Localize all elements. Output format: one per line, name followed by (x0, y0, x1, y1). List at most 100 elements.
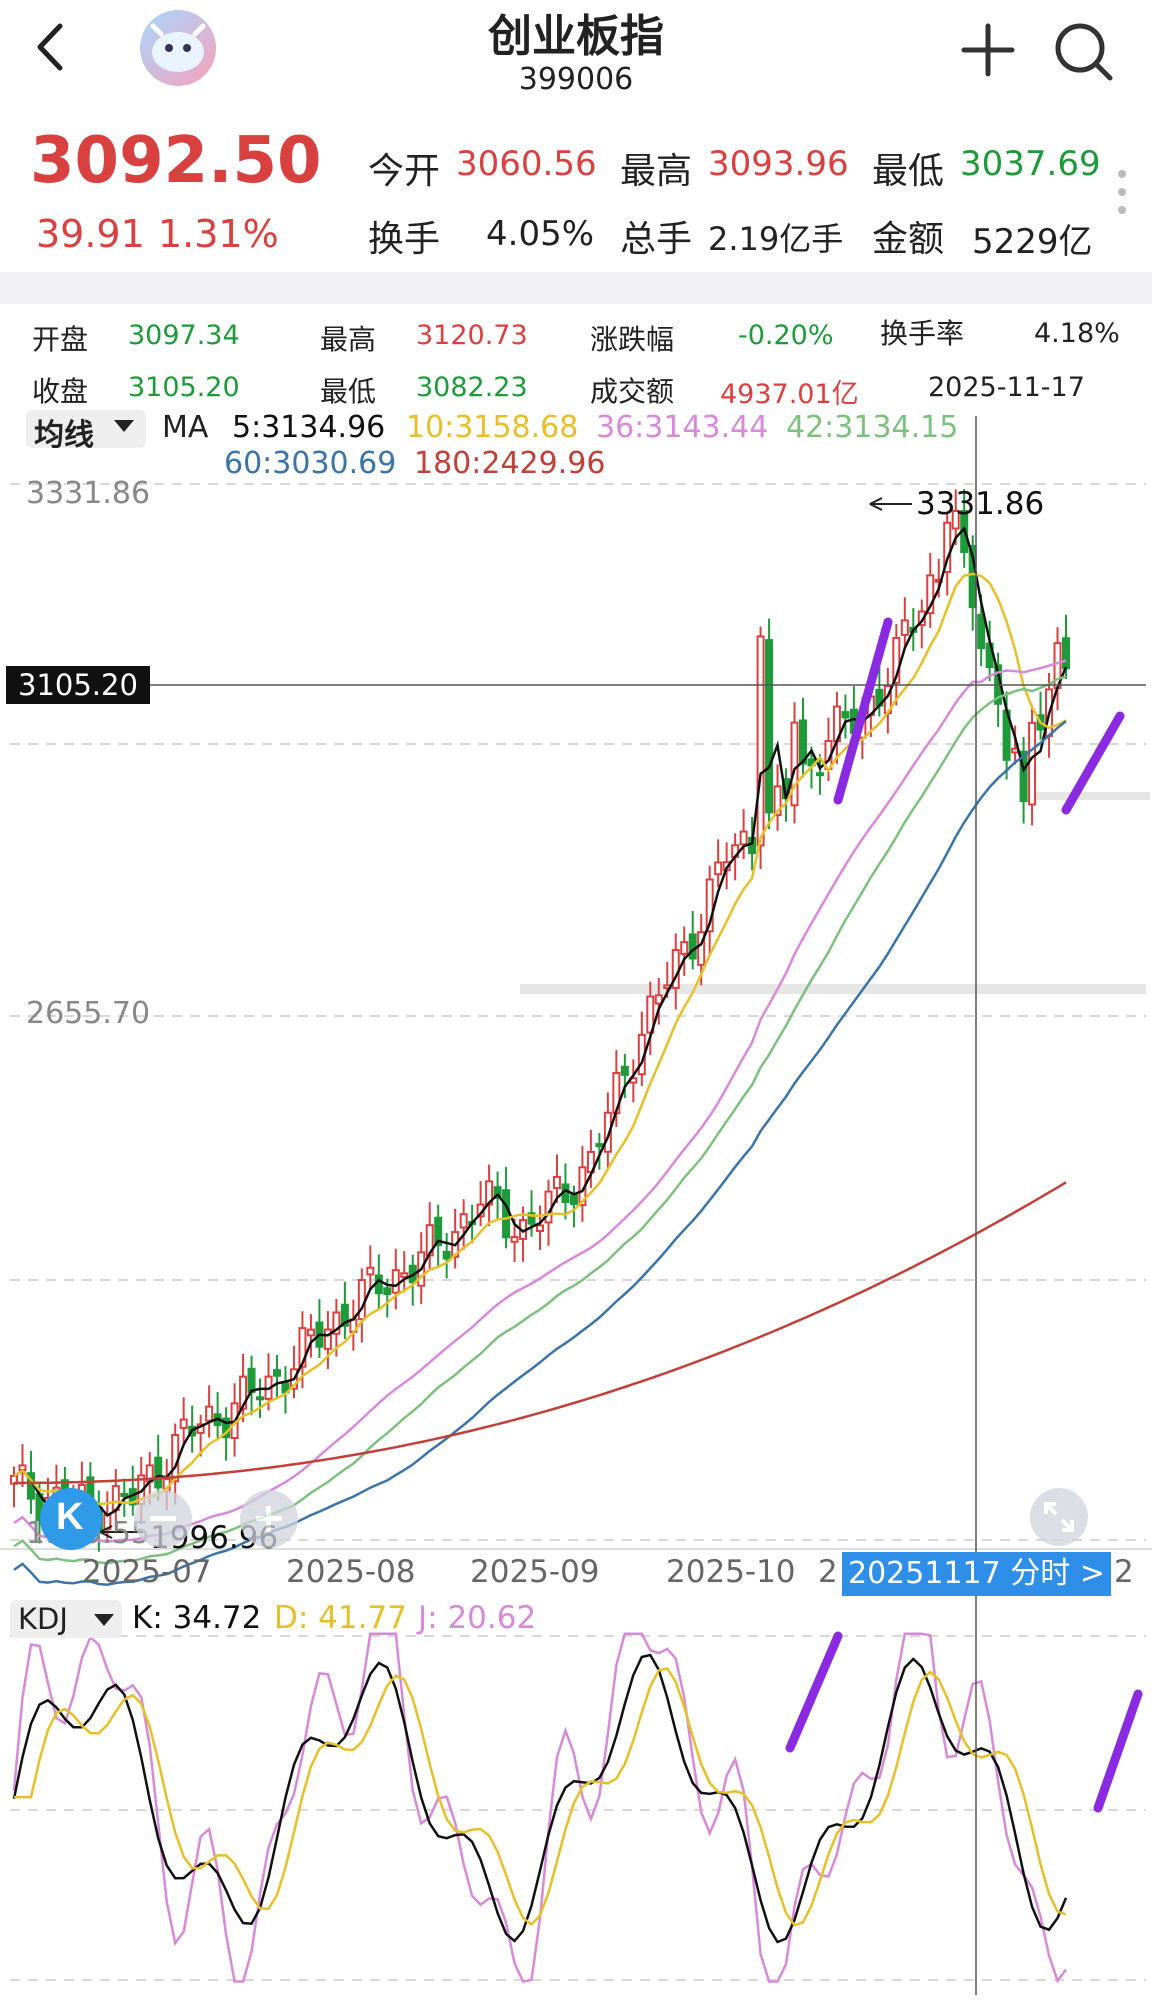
ma36-value: 36:3143.44 (596, 410, 769, 445)
ma10-line (13, 572, 1067, 1506)
ma42-line (13, 675, 1067, 1565)
kdj-d-value: D: 41.77 (274, 1600, 407, 1636)
ohlc-open-label: 开盘 (32, 323, 89, 356)
candle-body (120, 1492, 129, 1497)
k-line-icon[interactable]: K (40, 1488, 102, 1550)
candle-body (756, 635, 765, 847)
candle-body (1019, 750, 1028, 802)
current-price: 3092.50 (30, 124, 322, 198)
ohlc-turn-value: 4.18% (1034, 318, 1120, 349)
candle-body (1028, 721, 1037, 806)
candle-body (391, 1269, 400, 1294)
candle-body (179, 1418, 188, 1429)
minus-icon[interactable] (134, 1490, 192, 1548)
ohlc-amount-value: 4937.01亿 (720, 379, 859, 410)
ohlc-chg-label: 涨跌幅 (590, 323, 675, 356)
candle-body (900, 619, 909, 636)
high-value: 3093.96 (708, 144, 849, 184)
ohlc-turn-label: 换手率 (880, 317, 965, 350)
price-axis-mid: 2655.70 (26, 996, 151, 1031)
annotation-stroke (833, 617, 893, 805)
kdj-j-value: J: 20.62 (418, 1600, 537, 1636)
candle-body (620, 1065, 629, 1076)
candle-body (298, 1327, 307, 1368)
kdj-k-value: K: 34.72 (132, 1600, 262, 1636)
grey-band (1030, 792, 1150, 800)
candle-body (773, 785, 782, 817)
ma10-value: 10:3158.68 (406, 410, 579, 445)
kdj-selector-label: KDJ (18, 1602, 68, 1636)
kdj-chevron-down-icon (94, 1614, 114, 1626)
candle-body (943, 521, 952, 573)
chart-separator (0, 1548, 1152, 1550)
vertical-dots-icon[interactable] (1112, 166, 1132, 222)
candle-body (544, 1190, 553, 1224)
zoom-in-plus-icon[interactable] (240, 1490, 298, 1548)
candle-body (340, 1303, 349, 1327)
candle-body (366, 1266, 375, 1276)
candle-body (697, 931, 706, 966)
candle-body (239, 1375, 248, 1410)
candle-body (273, 1369, 281, 1377)
price-axis-top: 3331.86 (26, 476, 151, 511)
candle-body (493, 1186, 502, 1200)
time-label-cut: 2 (818, 1554, 838, 1590)
candle-body (951, 509, 960, 530)
chevron-down-icon (114, 420, 134, 432)
candle-body (247, 1367, 256, 1394)
plus-icon[interactable] (960, 22, 1016, 78)
candle-body (799, 719, 807, 765)
open-value: 3060.56 (456, 144, 597, 184)
open-label: 今开 (368, 151, 441, 192)
kdj-k-line (12, 1653, 1068, 1944)
candle-body (705, 878, 714, 933)
candle-body (595, 1143, 604, 1148)
candle-body (256, 1396, 265, 1401)
top-header: 创业板指 399006 (0, 0, 1152, 110)
low-value: 3037.69 (960, 144, 1101, 184)
max-marker-arrow (869, 497, 912, 511)
ma5-line (13, 526, 1068, 1518)
ma36-line (13, 659, 1067, 1544)
ohlc-low-label: 最低 (320, 375, 377, 408)
candle-body (552, 1175, 561, 1190)
price-change: 39.91 (36, 212, 145, 256)
candle-body (442, 1250, 451, 1260)
low-label: 最低 (872, 151, 945, 192)
amount-value: 5229亿 (972, 222, 1093, 262)
kdj-j-line (12, 1632, 1067, 1984)
candle-body (154, 1456, 163, 1489)
time-label-edge: 2 (1114, 1554, 1134, 1590)
candle-body (1062, 637, 1070, 670)
candle-body (765, 639, 774, 814)
ohlc-date: 2025-11-17 (928, 372, 1085, 403)
candle-body (739, 830, 748, 846)
candle-body (510, 1236, 519, 1243)
ohlc-open-value: 3097.34 (128, 320, 240, 351)
turnover-label: 换手 (368, 219, 441, 260)
turnover-value: 4.05% (486, 214, 595, 254)
chevron-left-icon[interactable] (30, 20, 70, 75)
ohlc-panel: 开盘 3097.34 最高 3120.73 涨跌幅 -0.20% 换手率 4.1… (0, 300, 1152, 410)
crosshair-price-label: 3105.20 (6, 666, 150, 704)
candle-body (841, 711, 850, 719)
candle-body (603, 1111, 612, 1153)
candle-body (790, 721, 799, 807)
candle-body (536, 1224, 544, 1233)
search-icon[interactable] (1052, 20, 1114, 82)
expand-icon[interactable] (1030, 1488, 1088, 1546)
ma-selector[interactable]: 均线 (26, 410, 146, 453)
candle-body (926, 574, 935, 615)
volume-label: 总手 (620, 219, 693, 260)
page-title: 创业板指 (488, 11, 664, 62)
candle-body (383, 1287, 392, 1295)
ma5-value: 5:3134.96 (232, 410, 386, 445)
kdj-selector[interactable]: KDJ (10, 1600, 122, 1638)
intraday-tooltip-button[interactable]: 20251117 分时 > (842, 1552, 1111, 1596)
candle-body (502, 1189, 511, 1239)
time-label-oct: 2025-10 (666, 1554, 796, 1590)
time-label-sep: 2025-09 (470, 1554, 600, 1590)
candle-body (357, 1278, 366, 1321)
section-divider (0, 272, 1152, 304)
